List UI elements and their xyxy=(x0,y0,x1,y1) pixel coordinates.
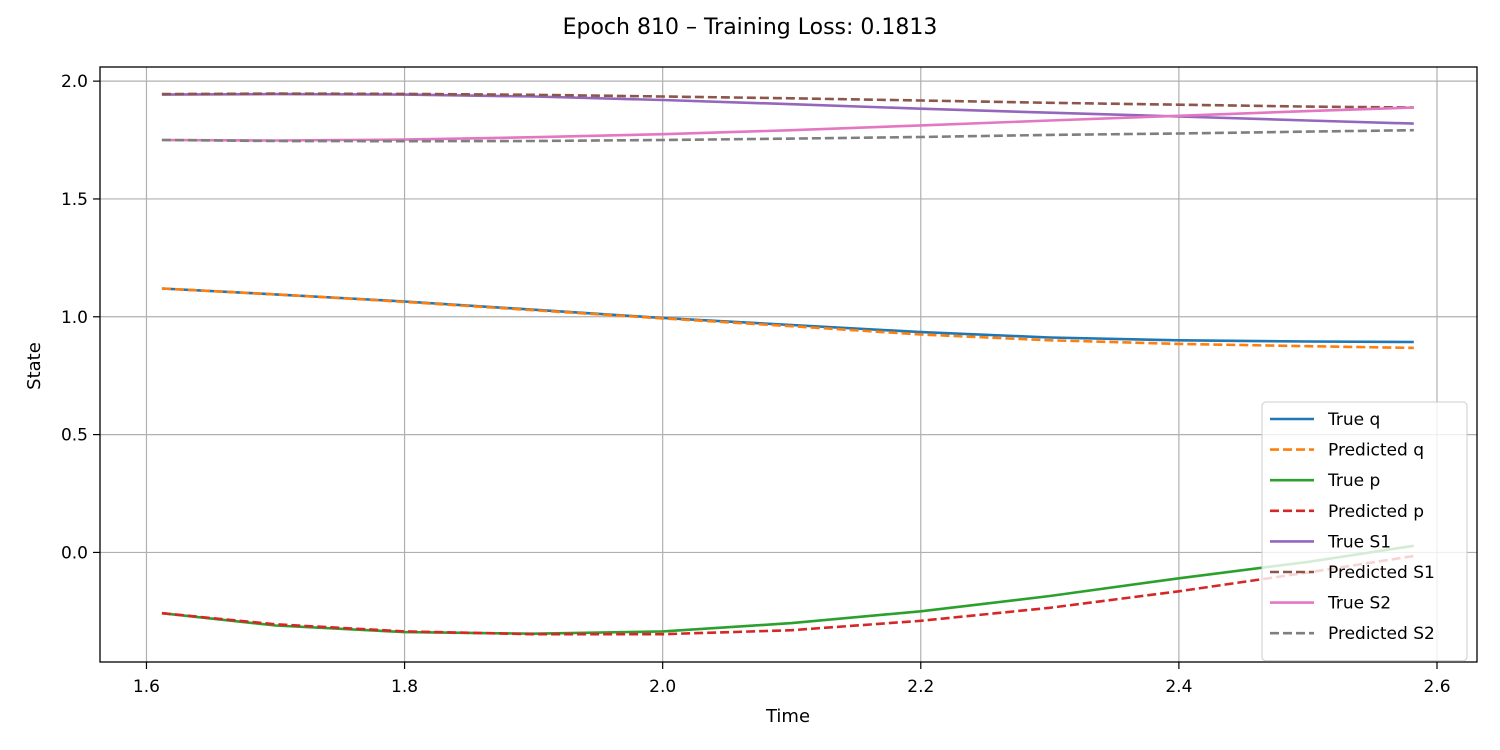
x-tick-label: 2.0 xyxy=(649,677,676,697)
x-tick-label: 2.6 xyxy=(1423,677,1450,697)
legend-label: Predicted p xyxy=(1328,502,1424,522)
x-tick-label: 1.6 xyxy=(133,677,160,697)
x-axis-label: Time xyxy=(765,706,810,727)
legend-label: True S1 xyxy=(1327,532,1391,552)
legend-label: True p xyxy=(1327,471,1380,491)
y-axis: 0.0 0.5 1.0 1.5 2.0 xyxy=(61,72,100,563)
legend-label: True S2 xyxy=(1327,594,1391,614)
series-line-predicted-q xyxy=(161,287,1414,350)
series-line-predicted-s2 xyxy=(161,128,1414,143)
grid xyxy=(100,67,1477,662)
chart-title: Epoch 810 – Training Loss: 0.1813 xyxy=(563,15,938,40)
plot-frame xyxy=(99,66,1478,663)
series-line-true-q xyxy=(161,287,1414,344)
y-tick-label: 1.0 xyxy=(61,308,88,328)
series-line-predicted-p xyxy=(161,554,1415,636)
series-lines xyxy=(161,92,1415,636)
series-line-true-s2 xyxy=(161,106,1414,142)
x-tick-label: 2.2 xyxy=(907,677,934,697)
x-tick-label: 1.8 xyxy=(391,677,418,697)
legend: True q Predicted q True p Predicted p True S… xyxy=(1261,401,1468,662)
legend-box xyxy=(1261,401,1468,662)
series-line-predicted-s1 xyxy=(161,92,1414,109)
y-tick-label: 1.5 xyxy=(61,190,88,210)
x-axis: 1.6 1.8 2.0 2.2 2.4 2.6 xyxy=(133,662,1451,697)
y-tick-label: 0.0 xyxy=(61,543,88,563)
series-line-true-p xyxy=(161,544,1414,636)
y-tick-label: 2.0 xyxy=(61,72,88,92)
y-tick-label: 0.5 xyxy=(61,426,88,446)
y-axis-label: State xyxy=(24,342,45,390)
legend-label: Predicted S1 xyxy=(1328,563,1435,583)
legend-label: Predicted q xyxy=(1328,441,1424,461)
x-tick-label: 2.4 xyxy=(1165,677,1192,697)
legend-label: Predicted S2 xyxy=(1328,624,1435,644)
legend-label: True q xyxy=(1327,410,1380,430)
